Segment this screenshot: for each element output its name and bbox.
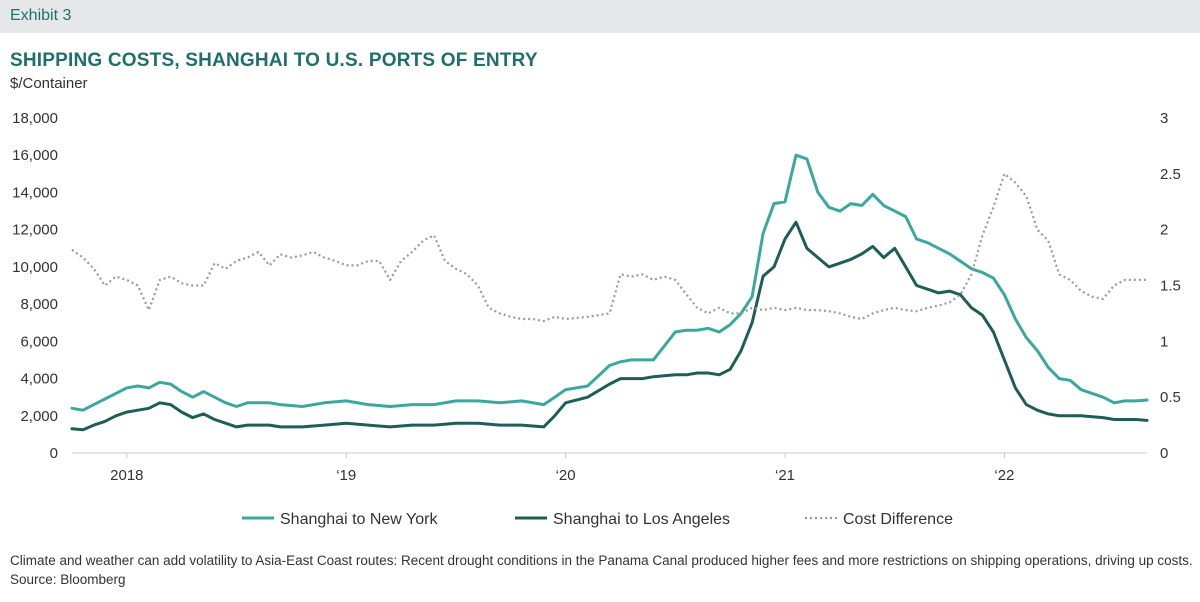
y2-tick-label: 2 xyxy=(1160,222,1168,239)
y-tick-label: 10,000 xyxy=(12,259,58,276)
y-tick-label: 0 xyxy=(50,445,58,462)
x-tick-label: ‘20 xyxy=(556,467,576,484)
legend-label-diff: Cost Difference xyxy=(843,511,953,528)
y-tick-label: 2,000 xyxy=(20,408,58,425)
y2-tick-label: 0.5 xyxy=(1160,389,1181,406)
y-tick-label: 18,000 xyxy=(12,110,58,127)
exhibit-header-bar: Exhibit 3 xyxy=(0,0,1200,33)
y2-tick-label: 0 xyxy=(1160,445,1168,462)
y-tick-label: 12,000 xyxy=(12,222,58,239)
y-axis-unit-label: $/Container xyxy=(10,75,88,92)
series-line-diff xyxy=(71,172,1147,323)
y-tick-label: 14,000 xyxy=(12,184,58,201)
series-lines xyxy=(70,153,1149,432)
x-tick-label: ‘22 xyxy=(994,467,1014,484)
axes: 18,00016,00014,00012,00010,0008,0006,000… xyxy=(12,110,1181,484)
x-tick-label: 2018 xyxy=(110,467,143,484)
chart-title: SHIPPING COSTS, SHANGHAI TO U.S. PORTS O… xyxy=(10,50,538,71)
y2-tick-label: 3 xyxy=(1160,110,1168,127)
y-tick-label: 6,000 xyxy=(20,333,58,350)
y2-tick-label: 2.5 xyxy=(1160,166,1181,183)
legend-label-ny: Shanghai to New York xyxy=(280,511,438,528)
y-tick-label: 16,000 xyxy=(12,147,58,164)
x-tick-label: ‘19 xyxy=(336,467,356,484)
source-text: Source: Bloomberg xyxy=(10,572,126,587)
footnote: Climate and weather can add volatility t… xyxy=(10,551,1193,589)
exhibit-label: Exhibit 3 xyxy=(10,7,72,24)
series-line-la xyxy=(70,220,1149,432)
y2-tick-label: 1 xyxy=(1160,333,1168,350)
x-tick-label: ‘21 xyxy=(775,467,795,484)
legend-label-la: Shanghai to Los Angeles xyxy=(553,511,730,528)
legend: Shanghai to New York Shanghai to Los Ange… xyxy=(242,511,953,528)
footnote-text: Climate and weather can add volatility t… xyxy=(10,553,1193,568)
series-line-ny xyxy=(70,153,1149,412)
y2-tick-label: 1.5 xyxy=(1160,278,1181,295)
y-tick-label: 8,000 xyxy=(20,296,58,313)
y-tick-label: 4,000 xyxy=(20,371,58,388)
